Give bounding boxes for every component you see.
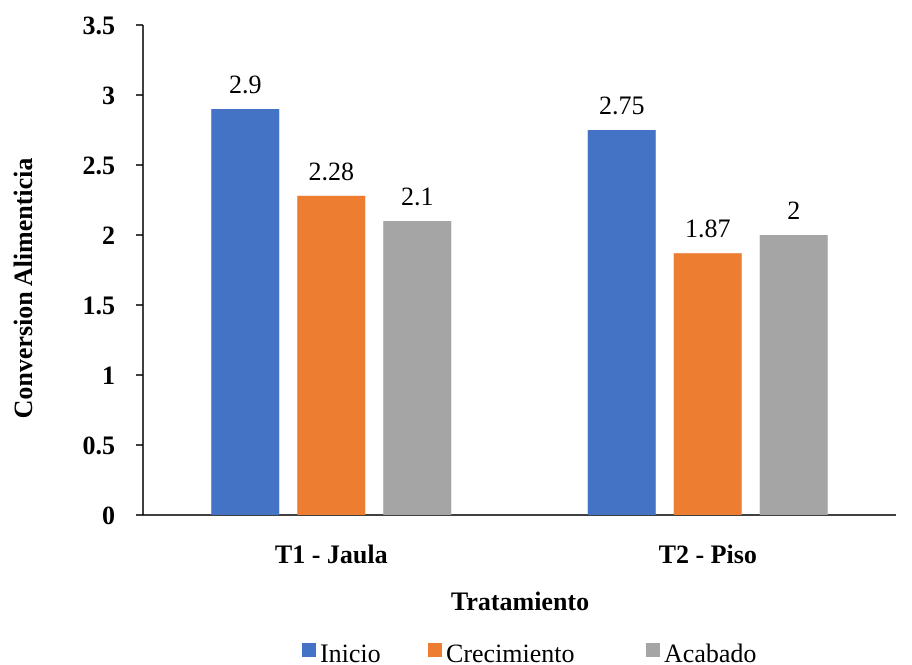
bar-inicio-2 [587,130,656,515]
y-axis-title: Conversion Alimenticia [9,158,38,419]
legend-label-crecimiento: Crecimiento [446,639,575,665]
y-tick-label: 1 [102,361,115,390]
bar-acabado-1 [383,221,452,515]
y-tick-label: 3 [102,81,115,110]
y-tick-label: 1.5 [83,291,116,320]
data-label: 1.87 [685,214,731,243]
legend-swatch-inicio [302,643,316,657]
data-label: 2 [787,196,800,225]
y-tick-label: 0 [102,501,115,530]
data-label: 2.75 [599,91,645,120]
y-tick-label: 2 [102,221,115,250]
x-category-label: T1 - Jaula [275,540,388,569]
bar-crecimiento-2 [673,253,742,515]
legend-swatch-crecimiento [428,643,442,657]
data-label: 2.9 [229,70,262,99]
y-tick-label: 3.5 [83,11,116,40]
x-axis-title: Tratamiento [451,587,589,616]
data-label: 2.28 [309,157,355,186]
y-tick-label: 0.5 [83,431,116,460]
y-tick-label: 2.5 [83,151,116,180]
bar-crecimiento-1 [297,195,366,516]
bar-acabado-2 [759,235,828,515]
x-category-label: T2 - Piso [659,540,757,569]
bar-inicio-1 [211,109,280,515]
data-label: 2.1 [401,182,434,211]
legend-label-inicio: Inicio [320,639,381,665]
legend-swatch-acabado [646,643,660,657]
legend-label-acabado: Acabado [664,639,756,665]
